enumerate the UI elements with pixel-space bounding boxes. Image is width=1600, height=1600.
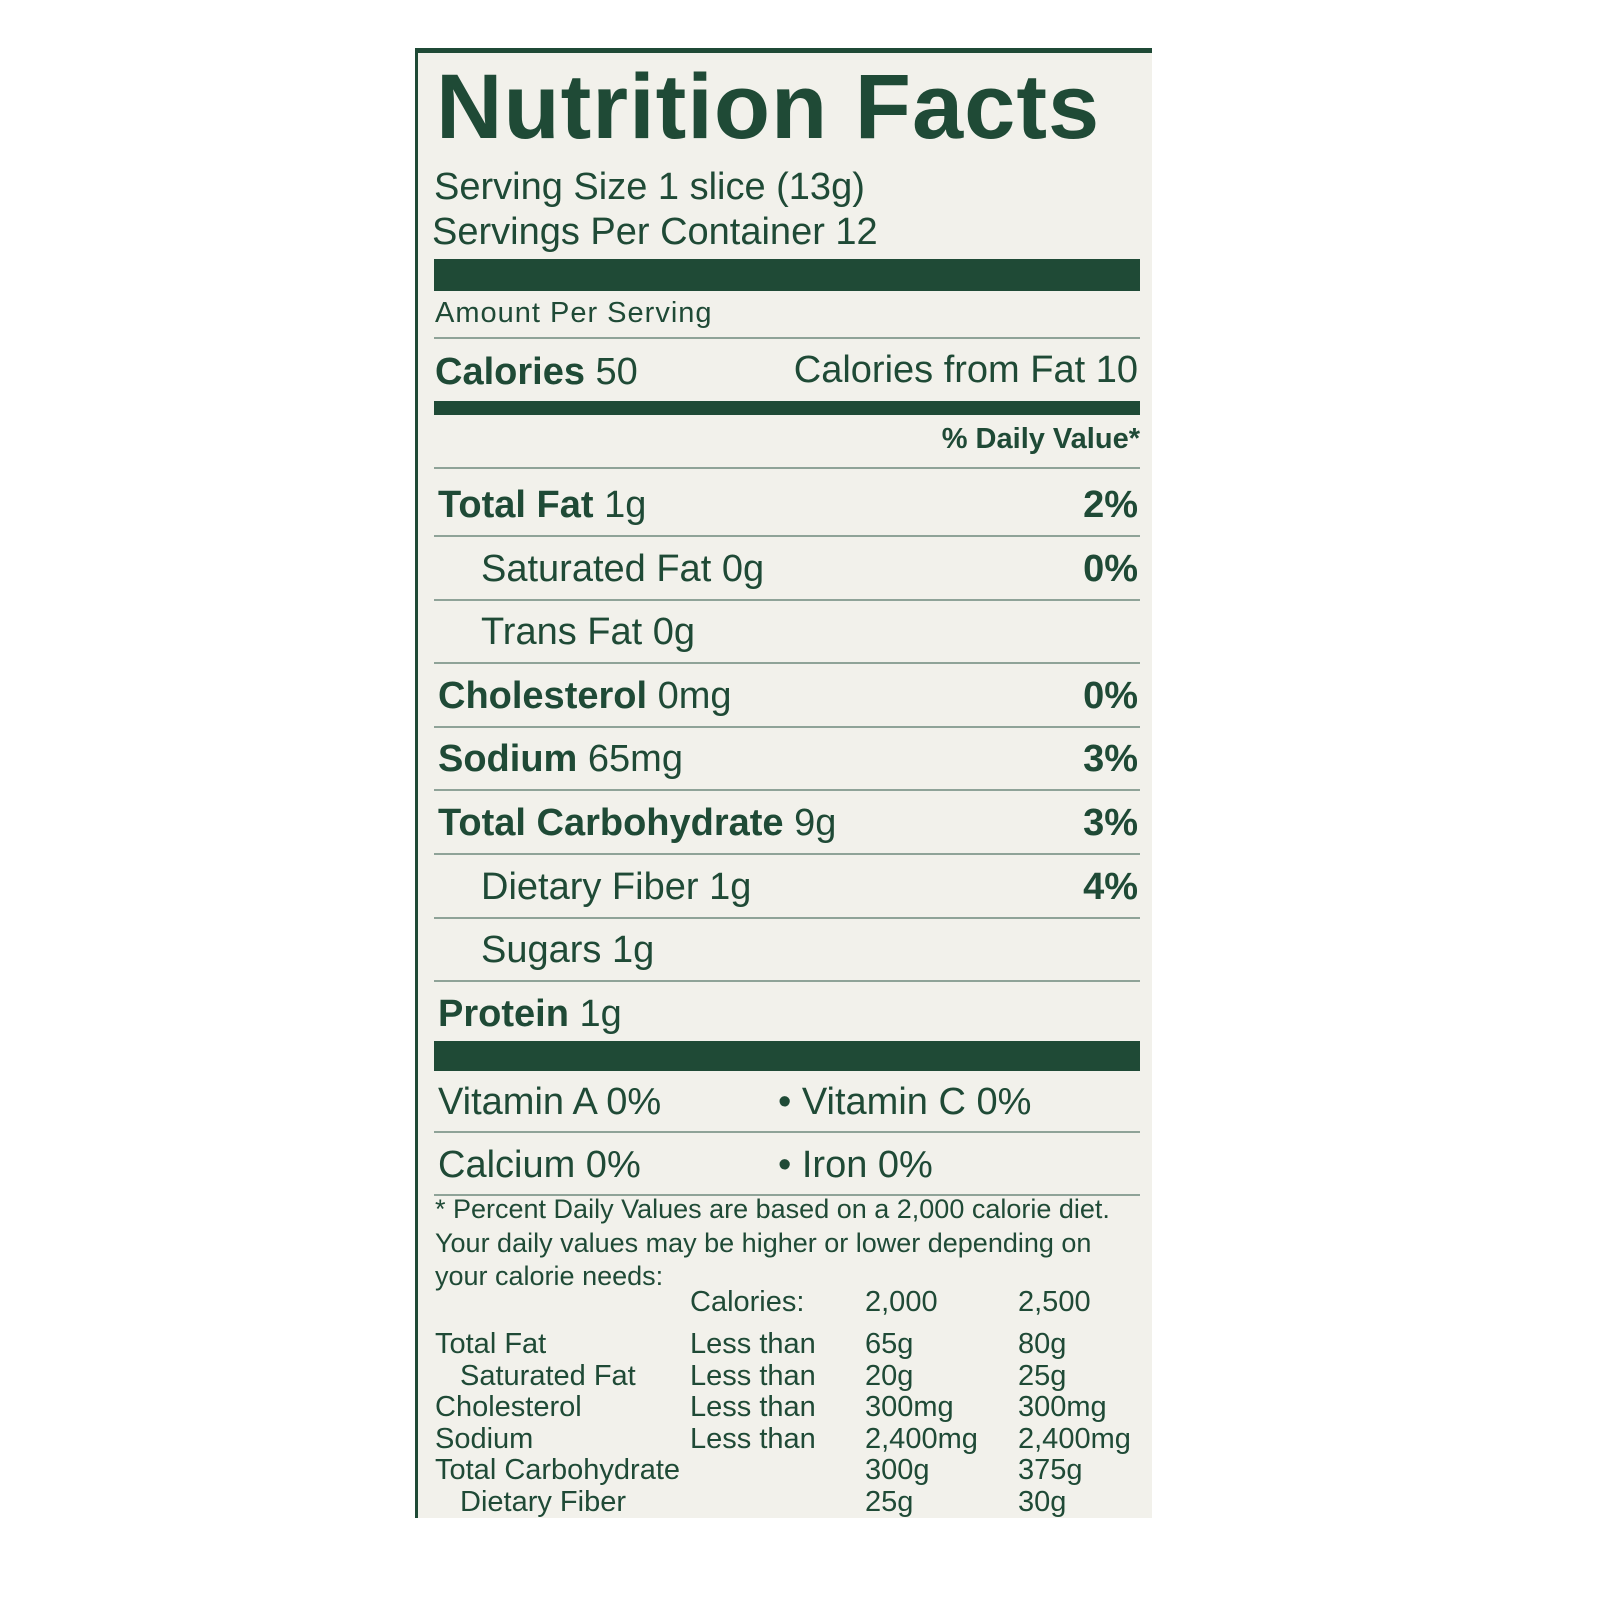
rule (434, 337, 1140, 339)
nutrient-amount: 65mg (587, 738, 683, 781)
reference-limit: Less than (690, 1328, 816, 1360)
nutrient-label: Total Fat (438, 484, 594, 526)
nutrient-row: Sodium 65mg (438, 735, 683, 783)
nutrient-label: Cholesterol (438, 674, 648, 717)
rule (434, 467, 1140, 469)
nutrient-label: Dietary Fiber (481, 865, 699, 908)
nutrient-amount: 1g (579, 992, 622, 1035)
nutrient-row: Total Fat 1g (438, 481, 646, 529)
nutrient-row: Dietary Fiber 1g (481, 863, 751, 911)
rule (434, 598, 1140, 601)
footnote-line: * Percent Daily Values are based on a 2,… (435, 1194, 1110, 1224)
reference-header: Calories: (690, 1286, 805, 1318)
reference-value: 300g (865, 1454, 930, 1486)
reference-value: 65g (865, 1328, 914, 1360)
daily-value: 2% (1083, 484, 1138, 526)
reference-value: 25g (865, 1485, 914, 1518)
vitamin: Vitamin A 0% (438, 1081, 662, 1123)
reference-nutrient: Sodium (435, 1422, 534, 1455)
thick-bar (434, 259, 1140, 291)
calories-value: 50 (595, 351, 638, 393)
reference-nutrient: Total Fat (435, 1328, 547, 1360)
nutrient-row: Total Carbohydrate 9g (438, 799, 836, 847)
vitamin: Vitamin C 0% (778, 1078, 1032, 1126)
daily-value: 3% (1083, 738, 1138, 781)
reference-nutrient: Cholesterol (435, 1391, 582, 1423)
nutrient-label: Sugars (481, 929, 602, 972)
medium-bar (434, 401, 1140, 415)
reference-value: 2,400mg (865, 1422, 978, 1455)
calories: Calories 50 (435, 351, 638, 394)
serving-size: Serving Size 1 slice (13g) (434, 166, 865, 208)
reference-value: 2,400mg (1018, 1422, 1131, 1455)
nutrient-amount: 1g (611, 929, 655, 972)
reference-header: 2,000 (865, 1286, 938, 1318)
rule (434, 1194, 1140, 1196)
nutrient-label: Saturated Fat (481, 547, 712, 590)
vitamin: Iron 0% (778, 1141, 933, 1189)
nutrient-amount: 1g (604, 484, 647, 526)
daily-value-header: % Daily Value* (941, 423, 1140, 455)
reference-value: 300mg (1018, 1391, 1107, 1423)
thick-bar (434, 1041, 1140, 1071)
servings-per-container: Servings Per Container 12 (432, 211, 878, 253)
footnote-line: Your daily values may be higher or lower… (435, 1227, 1092, 1258)
nutrient-label: Protein (438, 992, 569, 1035)
footnote-line: your calorie needs: (435, 1261, 664, 1291)
rule (434, 853, 1140, 855)
nutrient-label: Trans Fat (481, 611, 643, 654)
reference-value: 25g (1018, 1359, 1067, 1392)
rule (434, 662, 1140, 665)
nutrient-row: Saturated Fat 0g (481, 545, 764, 593)
nutrient-amount: 9g (794, 802, 837, 844)
nutrient-amount: 1g (709, 865, 752, 908)
nutrient-row: Cholesterol 0mg (438, 672, 732, 720)
rule (434, 980, 1140, 983)
daily-value: 4% (1083, 865, 1138, 908)
reference-value: 300mg (865, 1391, 954, 1423)
rule (434, 1131, 1140, 1133)
reference-limit: Less than (690, 1391, 816, 1423)
nutrient-row: Trans Fat 0g (481, 608, 695, 656)
vitamin: Calcium 0% (438, 1144, 641, 1186)
reference-limit: Less than (690, 1359, 816, 1392)
daily-value: 0% (1083, 547, 1138, 590)
rule (434, 789, 1140, 792)
nutrient-label: Sodium (438, 738, 578, 781)
nutrient-row: Sugars 1g (481, 926, 654, 974)
calories-from-fat: Calories from Fat 10 (793, 349, 1138, 391)
nutrient-amount: 0g (721, 547, 765, 590)
title: Nutrition Facts (436, 56, 1101, 158)
reference-header: 2,500 (1018, 1286, 1091, 1318)
rule (434, 535, 1140, 537)
reference-value: 30g (1018, 1485, 1067, 1518)
nutrient-label: Total Carbohydrate (438, 802, 784, 844)
rule (434, 725, 1140, 728)
nutrition-label: Nutrition Facts Serving Size 1 slice (13… (415, 48, 1152, 1518)
daily-value: 3% (1083, 802, 1138, 844)
reference-nutrient: Dietary Fiber (460, 1485, 626, 1518)
calories-label: Calories (435, 351, 585, 393)
reference-limit: Less than (690, 1422, 816, 1455)
reference-nutrient: Total Carbohydrate (435, 1454, 681, 1486)
reference-value: 375g (1018, 1454, 1083, 1486)
rule (434, 916, 1140, 919)
daily-value: 0% (1083, 674, 1138, 717)
reference-value: 80g (1018, 1328, 1067, 1360)
reference-value: 20g (865, 1359, 914, 1392)
nutrient-row: Protein 1g (438, 990, 622, 1038)
reference-nutrient: Saturated Fat (460, 1359, 636, 1392)
nutrient-amount: 0g (652, 611, 696, 654)
nutrient-amount: 0mg (657, 674, 732, 717)
amount-per-serving: Amount Per Serving (435, 297, 713, 329)
